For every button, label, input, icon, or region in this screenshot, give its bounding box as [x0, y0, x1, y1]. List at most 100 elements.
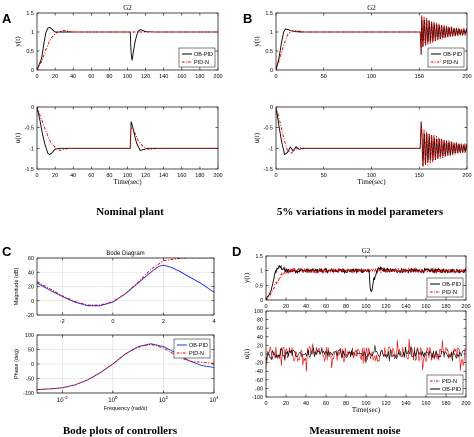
y-tick-label: 1.5	[26, 11, 34, 17]
x-tick-label: 0	[274, 74, 277, 80]
chart-d-top: 0 20 40 60 80 100 120 140 160 180 200 0 0.5 1 1.5 G2 y(t…	[243, 247, 471, 310]
y-tick-label: 0.5	[265, 49, 273, 55]
y-tick-label: 20	[257, 343, 263, 349]
y-tick-label: 0	[260, 298, 263, 304]
y-tick-label: -20	[255, 361, 263, 367]
x-tick-label: 120	[141, 74, 150, 80]
chart-a-top: 0 20 40 60 80 100 120 140 160 180 200 0 0.5 1 1.5 G2 y(t…	[14, 4, 223, 80]
chart-d-bottom: 0 20 40 60 80 100 120 140 160 180 200-100-80-60-40…	[243, 309, 471, 414]
series-group	[266, 338, 466, 372]
series-group	[276, 14, 467, 70]
x-tick-label: 160	[421, 401, 430, 407]
y-tick-label: 0	[270, 105, 273, 111]
x-tick-label: 100	[123, 74, 132, 80]
x-axis-label: Time(sec)	[352, 406, 381, 414]
y-tick-label: 60	[28, 256, 34, 262]
series-line-pid-n	[37, 107, 218, 151]
x-tick-label: 160	[421, 304, 430, 310]
y-tick-label: -1.5	[25, 167, 34, 173]
caption-c: Bode plots of controllers	[62, 425, 178, 437]
y-tick-label: 100	[254, 309, 263, 315]
legend: OB-PID PID-N	[426, 277, 464, 298]
y-tick-label: 1	[270, 30, 273, 36]
x-tick-label: 60	[323, 304, 329, 310]
plot-frame	[36, 106, 219, 170]
plot-frame	[265, 310, 467, 398]
series-line-ob-pid	[266, 264, 466, 300]
x-tick-label: 200	[213, 74, 222, 80]
y-tick-label: 20	[28, 285, 34, 291]
x-tick-label: 0	[264, 304, 267, 310]
legend-label-pid-n: PID-N	[442, 379, 457, 385]
chart-title: G2	[367, 4, 376, 12]
y-tick-label: 0	[270, 68, 273, 74]
series-line-pid-n	[266, 267, 466, 300]
x-tick-label: 0	[35, 173, 38, 179]
chart-b-top: 0 50 100 150 200 0 0.5 1 1.5 G2 y(t) OB-PID PID-N	[253, 4, 472, 80]
y-tick-label: -100	[252, 395, 263, 401]
plot-frame	[265, 255, 467, 301]
legend-label-pid-n: PID-N	[194, 60, 209, 66]
chart-title: Bode Diagram	[106, 251, 144, 257]
y-tick-label: 50	[28, 348, 34, 354]
series-group	[37, 26, 218, 70]
x-axis-label: Frequency (rad/s)	[104, 406, 148, 412]
x-tick-label: 200	[462, 173, 471, 179]
x-tick-label: 200	[461, 401, 470, 407]
x-tick-label: 100	[367, 173, 376, 179]
x-tick-label: 140	[159, 173, 168, 179]
y-tick-label: 0	[260, 352, 263, 358]
x-tick-label: 40	[70, 74, 76, 80]
x-tick-label: 60	[88, 74, 94, 80]
y-tick-label: -1	[268, 146, 273, 152]
y-tick-label: -20	[26, 313, 34, 319]
x-axis-label: Time(sec)	[113, 178, 142, 186]
y-axis-label: u(t)	[243, 348, 251, 359]
x-tick-label: 20	[52, 173, 58, 179]
x-tick-label: 200	[213, 173, 222, 179]
x-tick-label: 60	[323, 401, 329, 407]
y-tick-label: 0	[31, 362, 34, 368]
y-tick-label: -50	[26, 377, 34, 383]
y-axis-label: y(t)	[253, 36, 261, 47]
legend: OB-PID PID-N	[173, 338, 211, 359]
x-tick-label: 60	[88, 173, 94, 179]
y-tick-label: -60	[255, 378, 263, 384]
series-line-pid-n	[37, 30, 218, 70]
y-tick-label: 80	[257, 318, 263, 324]
plot-frame	[275, 12, 468, 71]
x-tick-label: 20	[283, 304, 289, 310]
x-tick-label: 160	[177, 74, 186, 80]
plot-area	[276, 107, 467, 169]
legend: PID-N OB-PID	[426, 374, 464, 395]
y-axis-label: Magnitude (dB)	[14, 268, 20, 306]
series-group	[266, 264, 466, 300]
x-tick-label: 150	[415, 173, 424, 179]
y-axis-label: y(t)	[14, 36, 22, 47]
x-tick-label: 40	[303, 304, 309, 310]
x-tick-label: 180	[441, 304, 450, 310]
x-tick-label: 102	[159, 395, 169, 404]
legend-label-ob-pid: OB-PID	[442, 282, 461, 288]
y-tick-label: 1	[260, 269, 263, 275]
y-tick-label: 0.5	[255, 283, 263, 289]
x-tick-label: 100	[108, 395, 118, 404]
x-tick-label: 120	[381, 304, 390, 310]
y-axis-label: u(t)	[14, 132, 22, 143]
legend: OB-PID PID-N	[427, 47, 465, 68]
x-tick-label: 120	[381, 401, 390, 407]
x-tick-label: 40	[303, 401, 309, 407]
panel-label-d: D	[232, 244, 242, 259]
y-tick-label: 0	[31, 105, 34, 111]
panel-label-b: B	[243, 11, 253, 26]
x-tick-label: 50	[321, 173, 327, 179]
series-line-pid-n	[276, 14, 467, 70]
chart-b-bottom: 0 50 100 150 200 -1.5 -1 -0.5 0 u(t) Time(sec)	[253, 105, 472, 186]
x-tick-label: 4	[212, 319, 215, 325]
x-tick-label: 0	[111, 319, 114, 325]
x-tick-label: 50	[321, 74, 327, 80]
series-line-ob-pid	[37, 264, 214, 307]
x-tick-label: 120	[141, 173, 150, 179]
y-tick-label: -1.5	[264, 167, 273, 173]
x-tick-label: 200	[461, 304, 470, 310]
